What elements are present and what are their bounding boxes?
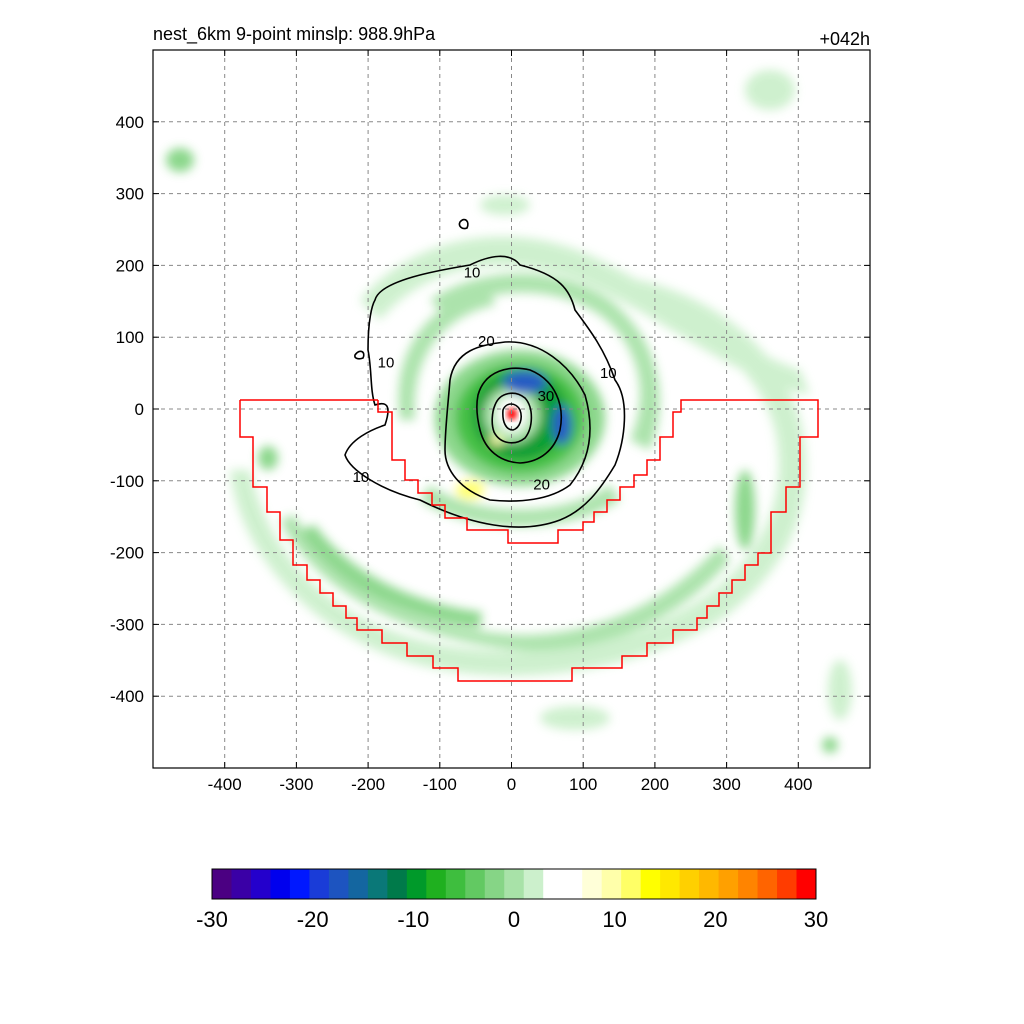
colorbar-swatch <box>757 869 778 899</box>
contour-40 <box>491 392 533 444</box>
colorbar-swatch <box>270 869 291 899</box>
y-tick-label: 300 <box>116 185 144 204</box>
colorbar-swatch <box>796 869 817 899</box>
contour-label: 10 <box>600 365 617 382</box>
colorbar-swatch <box>562 869 583 899</box>
colorbar-swatch <box>348 869 369 899</box>
x-tick-label: -200 <box>351 775 385 794</box>
y-tick-label: -100 <box>110 472 144 491</box>
contour-label: 20 <box>478 333 495 350</box>
colorbar-swatch <box>328 869 349 899</box>
colorbar-swatch <box>523 869 544 899</box>
x-axis: -400 -300 -200 -100 0 100 200 300 400 <box>208 50 812 794</box>
colorbar-tick-label: -20 <box>297 907 329 932</box>
contour-label: 10 <box>464 265 481 282</box>
contour-label: 30 <box>538 388 555 405</box>
colorbar-swatch <box>621 869 642 899</box>
colorbar: -30 -20 -10 0 10 20 30 <box>196 868 828 932</box>
contour-isolated-1 <box>458 218 469 230</box>
x-tick-label: 100 <box>569 775 597 794</box>
shaded-field <box>166 70 852 753</box>
colorbar-swatch <box>212 869 232 899</box>
colorbar-swatch <box>640 869 661 899</box>
colorbar-swatch <box>484 869 505 899</box>
colorbar-frame <box>211 868 817 900</box>
y-tick-label: -400 <box>110 687 144 706</box>
y-tick-label: 400 <box>116 113 144 132</box>
y-tick-label: 200 <box>116 256 144 275</box>
contour-label: 10 <box>378 354 395 371</box>
y-tick-label: 100 <box>116 328 144 347</box>
x-tick-label: 200 <box>641 775 669 794</box>
contour-30 <box>476 367 562 464</box>
colorbar-tick-label: -10 <box>397 907 429 932</box>
colorbar-swatch <box>679 869 700 899</box>
y-tick-label: 0 <box>135 400 144 419</box>
y-tick-label: -300 <box>110 615 144 634</box>
colorbar-swatch <box>777 869 798 899</box>
colorbar-tick-label: 30 <box>804 907 828 932</box>
colorbar-swatch <box>582 869 603 899</box>
contour-50 <box>502 403 522 431</box>
chart-title: nest_6km 9-point minslp: 988.9hPa <box>153 24 436 45</box>
x-tick-label: 400 <box>784 775 812 794</box>
contour-isolated-2 <box>354 350 365 360</box>
colorbar-swatch <box>504 869 525 899</box>
contour-20 <box>444 341 591 502</box>
y-axis: 400 300 200 100 0 -100 -200 -300 -400 <box>110 113 870 706</box>
contour-label: 20 <box>533 476 550 493</box>
colorbar-swatch <box>406 869 427 899</box>
x-tick-label: -400 <box>208 775 242 794</box>
colorbar-swatch <box>426 869 447 899</box>
colorbar-swatch <box>445 869 466 899</box>
contour-label: 10 <box>353 469 370 486</box>
colorbar-swatch <box>387 869 408 899</box>
colorbar-swatch <box>660 869 681 899</box>
colorbar-swatch <box>699 869 720 899</box>
x-tick-label: 0 <box>507 775 516 794</box>
contour-10 <box>344 255 626 528</box>
colorbar-tick-label: -30 <box>196 907 228 932</box>
colorbar-tick-label: 0 <box>508 907 520 932</box>
colorbar-tick-label: 20 <box>703 907 727 932</box>
y-tick-label: -200 <box>110 544 144 563</box>
colorbar-swatch <box>601 869 622 899</box>
colorbar-swatch <box>309 869 330 899</box>
x-tick-label: 300 <box>712 775 740 794</box>
colorbar-swatch <box>718 869 739 899</box>
colorbar-swatch <box>465 869 486 899</box>
colorbar-swatch <box>231 869 252 899</box>
colorbar-swatch <box>543 869 564 899</box>
x-tick-label: -300 <box>279 775 313 794</box>
colorbar-swatch <box>250 869 271 899</box>
contour-lines <box>344 218 626 528</box>
contour-labels: 10 10 10 10 20 20 30 <box>353 265 617 494</box>
colorbar-swatch <box>289 869 310 899</box>
region-boundary-outline <box>239 399 819 682</box>
forecast-hour-label: +042h <box>819 29 870 49</box>
colorbar-swatch <box>738 869 759 899</box>
colorbar-swatch <box>367 869 388 899</box>
colorbar-tick-label: 10 <box>602 907 626 932</box>
x-tick-label: -100 <box>423 775 457 794</box>
